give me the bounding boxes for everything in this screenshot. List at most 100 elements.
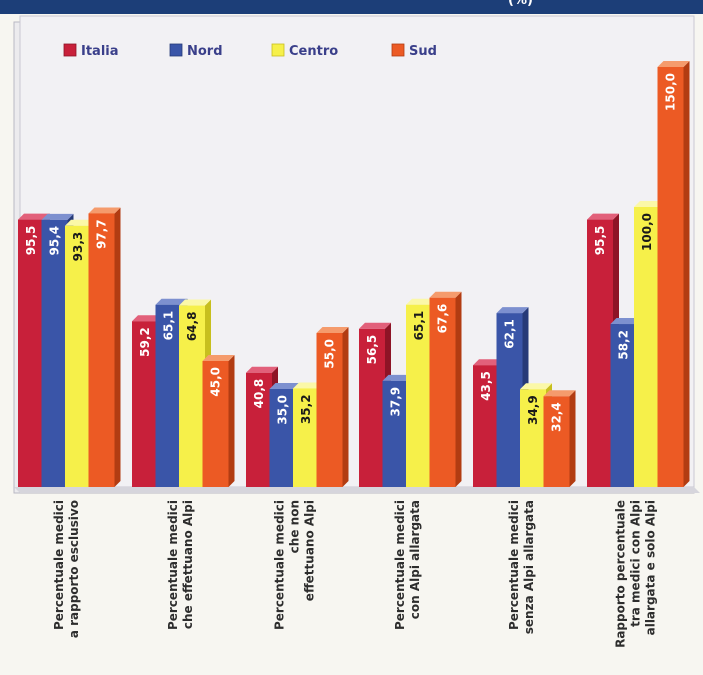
bar-top-face [359, 322, 391, 329]
bar-side-face [569, 390, 576, 487]
bar-front-face [382, 380, 409, 487]
category-label-5-line-2: senza Alpi allargata [522, 500, 536, 634]
bar-front-face [293, 388, 319, 487]
bar-front-face [657, 67, 684, 487]
legend-label-centro: Centro [289, 44, 338, 59]
bar-sud-1 [88, 207, 121, 487]
category-label-2-line-2: che effettuano Alpi [181, 500, 195, 629]
bar-front-face [473, 365, 499, 487]
bar-top-face [41, 213, 74, 220]
category-label-5-line-1: Percentuale medici [507, 500, 521, 630]
category-label-6-line-3: allargata e solo Alpi [643, 500, 657, 635]
bar-front-face [406, 304, 432, 487]
bar-italia-6 [587, 213, 619, 487]
category-label-3-line-3: effettuano Alpi [302, 500, 316, 601]
bar-front-face [634, 207, 660, 487]
bar-sud-2 [202, 355, 235, 487]
value-label-nord-5: 62,1 [503, 319, 517, 349]
bar-top-face [429, 291, 462, 298]
category-label-1-line-1: Percentuale medici [52, 500, 66, 630]
category-label-1-line-2: a rapporto esclusivo [67, 500, 81, 638]
value-label-italia-1: 95,5 [24, 226, 38, 256]
chart-stage: (%) Italia Nord Centro Sud 95,5 95,4 93,3 97,7 5… [0, 0, 703, 648]
value-label-sud-4: 67,6 [436, 304, 450, 334]
header-title-fragment: (%) [508, 0, 533, 8]
legend-label-sud: Sud [409, 44, 437, 59]
bar-top-face [657, 61, 690, 67]
bar-nord-5 [496, 307, 529, 487]
bar-top-face [316, 327, 349, 333]
value-label-centro-6: 100,0 [640, 213, 654, 251]
bar-chart: Italia Nord Centro Sud 95,5 95,4 93,3 97,7 59,2 6… [13, 15, 700, 648]
bar-front-face [496, 313, 523, 487]
bar-front-face [359, 328, 385, 487]
bar-front-face [246, 372, 272, 487]
value-label-centro-2: 64,8 [185, 312, 199, 342]
bar-front-face [202, 361, 229, 487]
bar-front-face [543, 396, 570, 487]
bar-top-face [496, 307, 529, 314]
bar-top-face [587, 213, 619, 220]
bar-front-face [88, 213, 115, 487]
bar-front-face [155, 304, 182, 487]
value-label-nord-4: 37,9 [389, 387, 403, 417]
bar-top-face [18, 213, 50, 220]
bar-sud-3 [316, 327, 349, 487]
category-label-4-line-2: con Alpi allargata [408, 500, 422, 619]
category-label-3-line-1: Percentuale medici [272, 500, 286, 630]
bar-top-face [202, 355, 235, 361]
value-label-centro-3: 35,2 [299, 394, 313, 424]
plot-floor [14, 487, 700, 493]
bar-sud-4 [429, 291, 462, 487]
bar-top-face [269, 383, 302, 389]
bar-sud-5 [543, 390, 576, 487]
bar-side-face [683, 61, 690, 487]
bar-front-face [587, 219, 613, 487]
bar-top-face [88, 207, 121, 214]
value-label-italia-2: 59,2 [138, 327, 152, 357]
bar-front-face [429, 297, 456, 487]
bar-top-face [543, 390, 576, 397]
bar-sud-6 [657, 61, 690, 487]
value-label-italia-3: 40,8 [252, 379, 266, 409]
bar-top-face [520, 383, 552, 390]
bar-front-face [269, 389, 296, 487]
value-label-italia-4: 56,5 [365, 335, 379, 365]
value-label-italia-6: 95,5 [593, 226, 607, 256]
bar-front-face [18, 219, 44, 487]
value-label-sud-6: 150,0 [664, 73, 678, 111]
bar-side-face [228, 355, 235, 487]
bar-top-face [246, 366, 278, 373]
bar-front-face [132, 321, 158, 487]
value-label-centro-1: 93,3 [71, 232, 85, 262]
bar-front-face [41, 219, 68, 487]
legend-swatch-italia [63, 43, 77, 57]
bar-side-face [455, 291, 462, 487]
legend-swatch-centro [271, 43, 285, 57]
value-label-sud-1: 97,7 [95, 219, 109, 249]
value-label-sud-2: 45,0 [209, 367, 223, 397]
value-label-sud-3: 55,0 [323, 339, 337, 369]
value-label-centro-5: 34,9 [526, 395, 540, 425]
value-label-centro-4: 65,1 [412, 311, 426, 341]
bar-front-face [610, 324, 637, 487]
value-label-sud-5: 32,4 [550, 402, 564, 432]
value-label-nord-1: 95,4 [48, 226, 62, 256]
bar-front-face [179, 305, 205, 487]
category-label-2-line-1: Percentuale medici [166, 500, 180, 630]
category-label-3-line-2: che non [287, 500, 301, 553]
value-label-nord-2: 65,1 [162, 311, 176, 341]
category-label-4-line-1: Percentuale medici [393, 500, 407, 630]
legend-label-italia: Italia [81, 44, 119, 59]
category-label-6-line-2: tra medici con Alpi [628, 500, 642, 627]
category-label-6-line-1: Rapporto percentuale [613, 500, 627, 648]
legend-swatch-sud [391, 43, 405, 57]
legend-label-nord: Nord [187, 44, 223, 59]
bar-front-face [65, 225, 91, 487]
bar-top-face [155, 298, 188, 305]
bar-front-face [316, 333, 343, 487]
value-label-nord-3: 35,0 [276, 395, 290, 425]
legend-swatch-nord [169, 43, 183, 57]
bar-front-face [520, 389, 546, 487]
value-label-italia-5: 43,5 [479, 371, 493, 401]
